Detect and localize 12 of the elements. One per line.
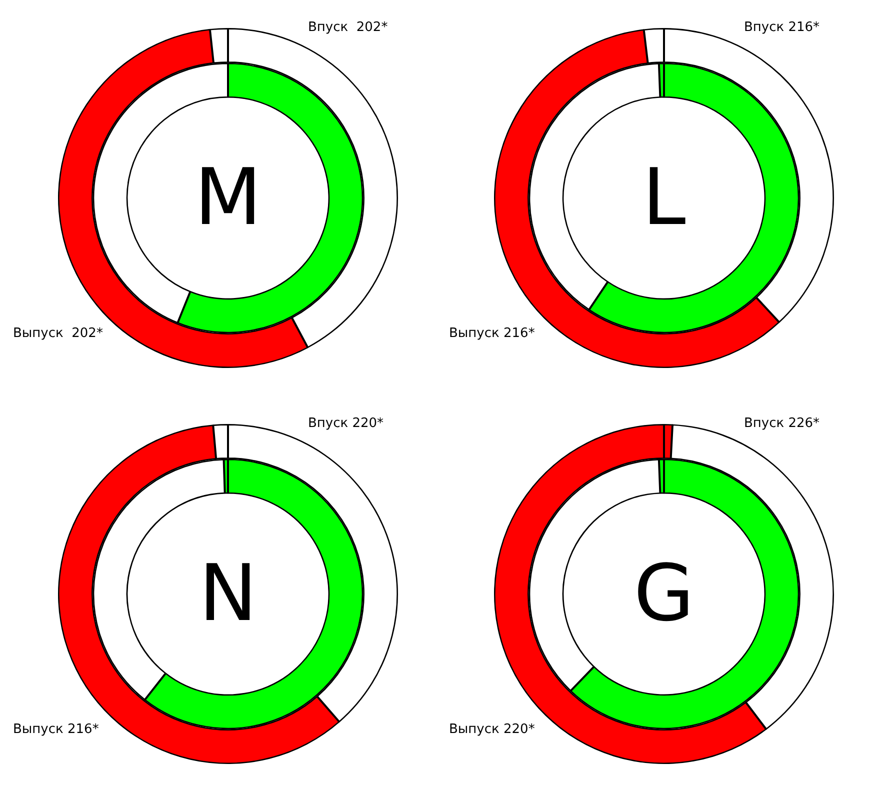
text: N (198, 549, 258, 639)
text: M (194, 153, 262, 243)
text: Выпуск 216* (449, 326, 535, 341)
text: L (642, 153, 686, 243)
text: Выпуск 202* (13, 326, 103, 341)
text: Впуск 220* (308, 416, 384, 431)
text: Впуск 202* (308, 20, 388, 35)
text: Впуск 216* (744, 20, 820, 35)
text: G (634, 549, 694, 639)
text: Впуск 226* (744, 416, 820, 431)
text: Выпуск 216* (13, 722, 99, 737)
text: Выпуск 220* (449, 722, 535, 737)
